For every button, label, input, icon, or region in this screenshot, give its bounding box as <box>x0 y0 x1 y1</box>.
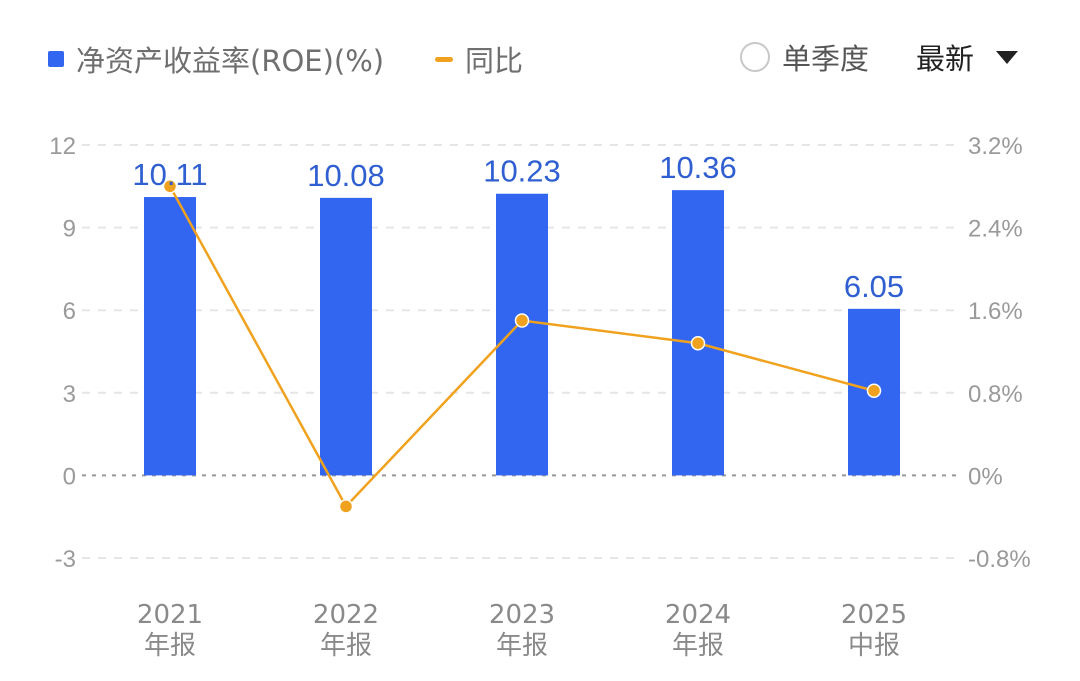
legend-roe-label: 净资产收益率(ROE)(%) <box>76 44 385 78</box>
caret-down-icon <box>996 50 1019 64</box>
x-tick-year: 2023 <box>489 600 555 630</box>
yoy-point <box>866 383 882 398</box>
x-tick-year: 2022 <box>313 600 379 630</box>
bar-data-label: 10.08 <box>307 158 385 193</box>
bar-data-label: 10.36 <box>659 150 737 185</box>
single-quarter-label: 单季度 <box>782 42 870 76</box>
bar <box>672 190 724 476</box>
bar <box>144 197 196 476</box>
legend-roe[interactable]: 净资产收益率(ROE)(%) <box>48 38 384 80</box>
y-right-tick-label: 0.8% <box>968 381 1023 408</box>
y-left-tick-label: 3 <box>63 381 76 408</box>
bar <box>496 193 548 476</box>
yoy-point <box>690 335 706 351</box>
y-right-tick-label: 0% <box>968 463 1003 490</box>
y-left-tick-label: 6 <box>63 298 76 325</box>
x-tick-year: 2021 <box>137 600 203 630</box>
bar-data-label: 6.05 <box>844 269 904 304</box>
chart-header: 净资产收益率(ROE)(%) 同比 单季度 最新 <box>0 0 1080 110</box>
legend-roe-swatch <box>48 51 64 67</box>
x-tick-report: 中报 <box>848 631 900 661</box>
y-right-tick-label: 2.4% <box>968 216 1023 243</box>
x-tick-report: 年报 <box>496 631 548 661</box>
y-left-tick-label: 9 <box>63 216 76 243</box>
yoy-point <box>338 499 354 514</box>
y-right-tick-label: 3.2% <box>968 133 1023 160</box>
x-tick-report: 年报 <box>672 631 724 661</box>
y-right-tick-label: -0.8% <box>968 546 1031 573</box>
x-tick-report: 年报 <box>320 631 372 661</box>
x-tick-year: 2024 <box>665 600 731 630</box>
latest-label: 最新 <box>916 42 975 76</box>
yoy-point <box>162 179 178 194</box>
bar-data-label: 10.23 <box>483 154 561 189</box>
y-left-tick-label: 0 <box>63 463 76 490</box>
latest-dropdown[interactable]: 最新 <box>916 36 1019 78</box>
bar <box>320 197 372 476</box>
y-left-tick-label: 12 <box>49 133 76 160</box>
bar-data-label: 10.11 <box>132 157 207 192</box>
x-tick-year: 2025 <box>841 600 907 630</box>
legend-yoy-swatch <box>435 56 453 62</box>
x-tick-report: 年报 <box>144 631 196 661</box>
y-right-tick-label: 1.6% <box>968 298 1023 325</box>
legend-yoy[interactable]: 同比 <box>435 38 523 80</box>
yoy-point <box>514 313 530 328</box>
y-left-tick-label: -3 <box>55 546 76 573</box>
radio-circle-icon[interactable] <box>740 42 770 72</box>
single-quarter-toggle[interactable]: 单季度 <box>740 36 869 78</box>
legend-yoy-label: 同比 <box>465 44 524 78</box>
